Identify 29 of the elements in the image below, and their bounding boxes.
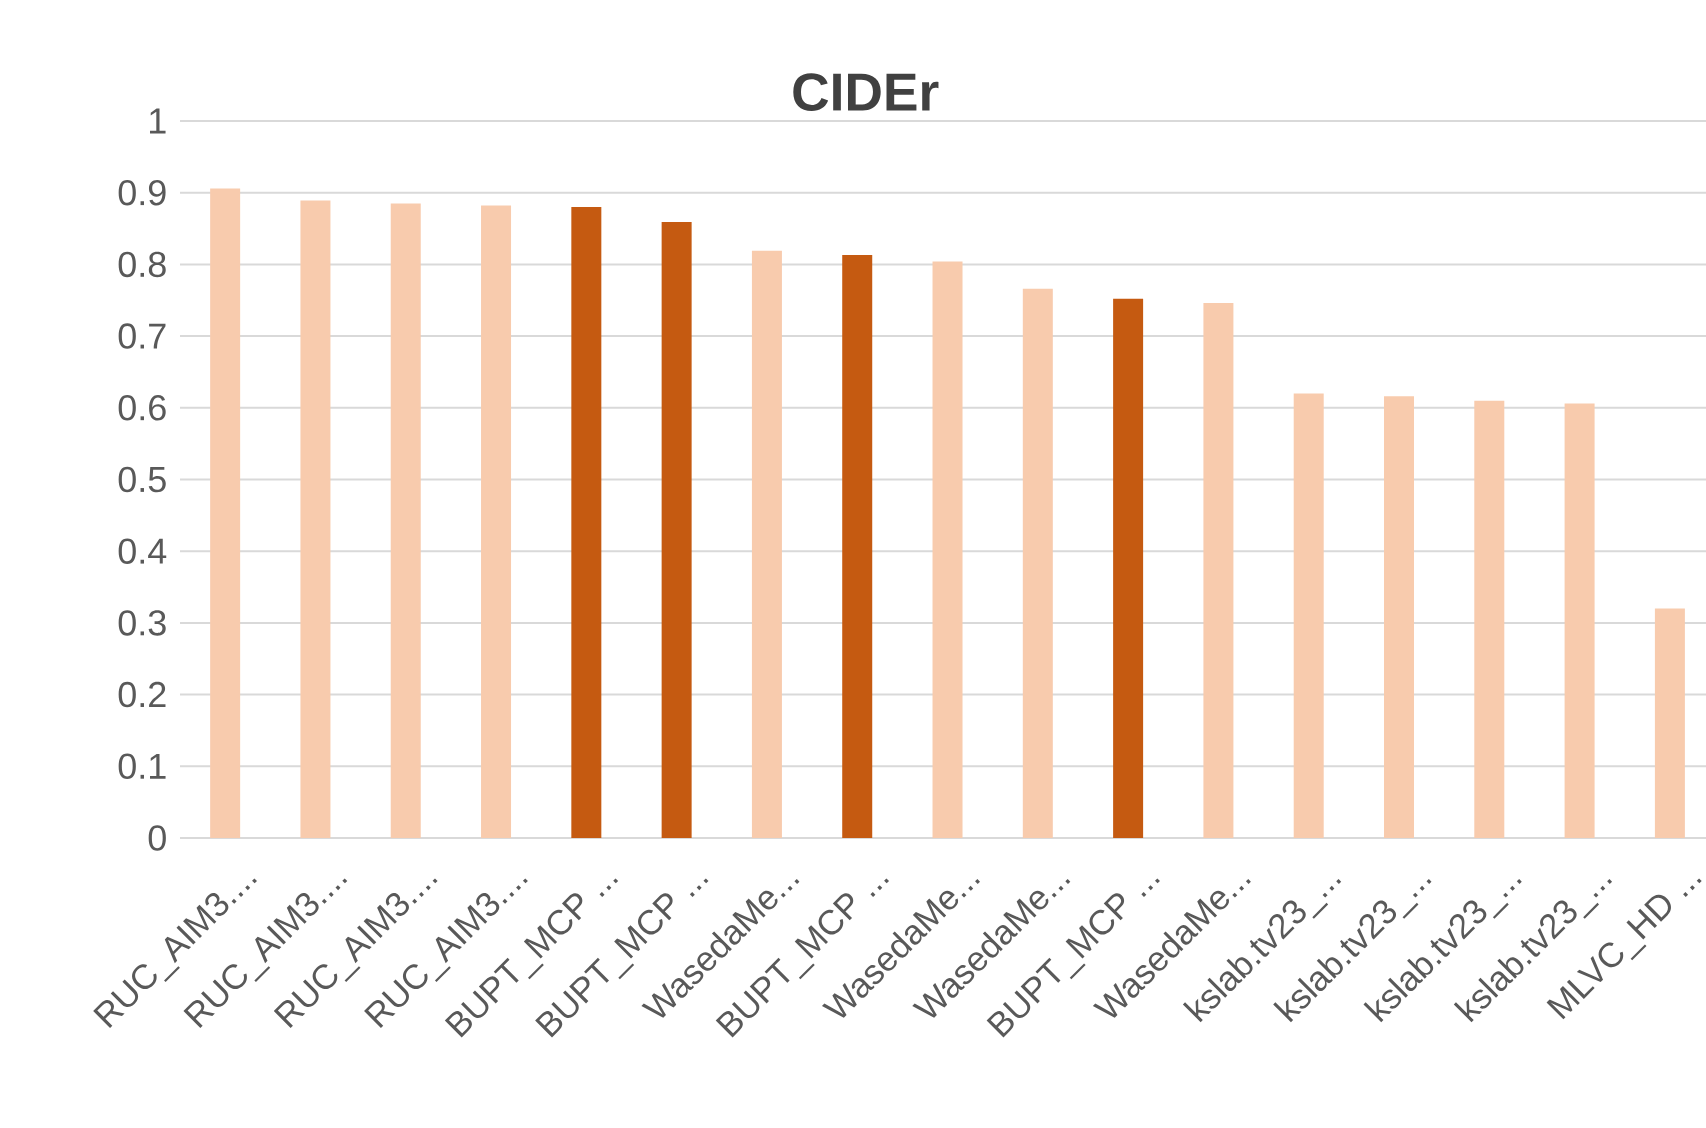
bar [1384, 396, 1415, 838]
bar [751, 250, 782, 838]
y-tick-label: 0.2 [118, 681, 166, 708]
y-tick-label: 0.5 [118, 466, 166, 493]
bar [661, 222, 692, 838]
bar [1564, 403, 1595, 838]
bar [1203, 303, 1234, 838]
y-tick-label: 0.9 [118, 179, 166, 206]
bar [1654, 608, 1685, 838]
bar [932, 261, 963, 838]
chart-title: CIDEr [793, 73, 939, 111]
bar [842, 255, 873, 838]
bar [210, 188, 241, 838]
bar [1293, 393, 1324, 838]
y-tick-label: 0.3 [118, 610, 166, 636]
bar [1474, 400, 1505, 838]
y-tick-label: 0.7 [118, 323, 166, 349]
bar [1022, 288, 1053, 838]
y-tick-label: 0.8 [118, 251, 166, 278]
y-tick-label: 0.6 [118, 395, 166, 421]
y-tick-label: 0.4 [118, 538, 167, 564]
y-tick-label: 0.1 [118, 753, 166, 780]
bar [300, 200, 331, 838]
y-tick-label: 1 [150, 108, 166, 134]
y-tick-label: 0 [148, 825, 166, 851]
bar [571, 207, 602, 838]
bar [390, 203, 421, 838]
bar [481, 205, 512, 838]
bar [1113, 298, 1144, 838]
